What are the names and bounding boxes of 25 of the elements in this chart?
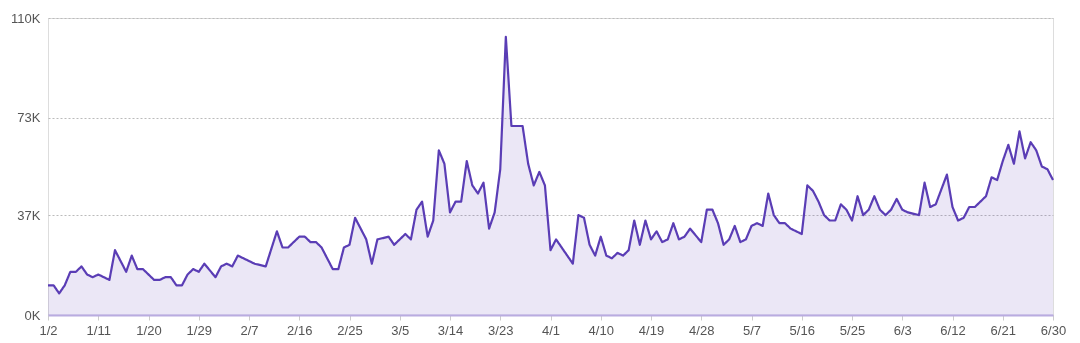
y-tick-label: 37K — [17, 207, 41, 223]
x-tick-label: 5/25 — [839, 322, 866, 338]
x-tick-label: 6/3 — [893, 322, 912, 338]
x-tick-label: 5/16 — [789, 322, 815, 338]
x-tick-label: 6/21 — [990, 322, 1016, 338]
x-tick-label: 4/28 — [689, 322, 715, 338]
x-tick-label: 1/11 — [86, 322, 111, 338]
x-tick-label: 2/16 — [287, 322, 313, 338]
x-tick-label: 4/19 — [638, 322, 665, 338]
y-tick-label: 0K — [24, 307, 41, 323]
x-tick-label: 4/1 — [541, 322, 561, 338]
y-tick-label: 73K — [17, 110, 41, 126]
y-tick-label: 110K — [11, 10, 41, 26]
x-tick-label: 2/7 — [240, 322, 259, 338]
x-tick-label: 2/25 — [337, 322, 363, 338]
x-tick-label: 3/5 — [391, 322, 410, 338]
x-tick-label: 6/12 — [940, 322, 966, 338]
x-tick-label: 5/7 — [742, 322, 762, 338]
x-tick-label: 1/20 — [136, 322, 162, 338]
x-tick-label: 1/29 — [186, 322, 212, 338]
x-tick-label: 3/23 — [488, 322, 514, 338]
x-tick-label: 3/14 — [437, 322, 464, 338]
x-tick-label: 6/30 — [1040, 322, 1067, 338]
x-tick-label: 4/10 — [588, 322, 614, 338]
x-tick-label: 1/2 — [39, 322, 58, 338]
